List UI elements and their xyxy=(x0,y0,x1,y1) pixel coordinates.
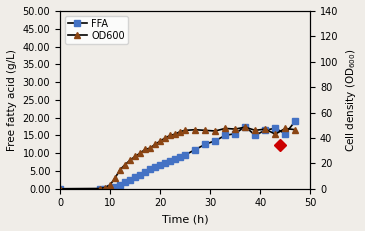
FFA xyxy=(158,163,162,166)
FFA xyxy=(263,129,268,131)
FFA xyxy=(103,187,107,190)
OD600 xyxy=(213,130,217,132)
FFA xyxy=(223,134,227,137)
OD600 xyxy=(203,129,207,132)
OD600 xyxy=(108,184,112,186)
FFA xyxy=(108,187,112,189)
FFA xyxy=(178,155,182,158)
OD600 xyxy=(183,129,187,132)
OD600 xyxy=(273,133,277,136)
FFA xyxy=(148,168,152,171)
FFA xyxy=(133,176,137,179)
OD600 xyxy=(118,168,122,171)
FFA xyxy=(173,157,177,160)
FFA xyxy=(58,187,62,190)
OD600 xyxy=(58,187,62,190)
FFA xyxy=(163,162,167,164)
Y-axis label: Cell density (OD$_{600}$): Cell density (OD$_{600}$) xyxy=(344,48,358,152)
FFA xyxy=(283,132,287,135)
FFA xyxy=(138,173,142,176)
OD600 xyxy=(98,187,102,190)
FFA xyxy=(273,127,277,130)
OD600 xyxy=(113,176,117,179)
OD600 xyxy=(253,129,257,132)
FFA xyxy=(183,154,187,156)
OD600 xyxy=(103,186,107,189)
OD600 xyxy=(193,128,197,131)
OD600 xyxy=(233,128,237,131)
Y-axis label: Free fatty acid (g/L): Free fatty acid (g/L) xyxy=(7,49,17,151)
OD600 xyxy=(128,159,132,161)
OD600 xyxy=(293,128,297,131)
FFA xyxy=(153,165,157,168)
OD600 xyxy=(173,133,177,136)
FFA xyxy=(253,134,257,137)
OD600 xyxy=(138,152,142,155)
X-axis label: Time (h): Time (h) xyxy=(162,214,208,224)
FFA xyxy=(193,148,197,151)
OD600 xyxy=(133,155,137,158)
OD600 xyxy=(148,147,152,149)
Legend: FFA, OD600: FFA, OD600 xyxy=(65,16,128,44)
FFA xyxy=(203,143,207,146)
OD600 xyxy=(178,130,182,133)
FFA xyxy=(293,120,297,123)
FFA xyxy=(213,139,217,142)
OD600 xyxy=(153,143,157,146)
FFA xyxy=(233,132,237,135)
OD600 xyxy=(263,128,268,131)
OD600 xyxy=(243,126,247,129)
OD600 xyxy=(158,140,162,143)
OD600 xyxy=(143,148,147,151)
OD600 xyxy=(168,134,172,137)
FFA xyxy=(98,187,102,190)
FFA xyxy=(243,125,247,128)
Line: OD600: OD600 xyxy=(57,124,299,192)
OD600 xyxy=(283,127,287,130)
FFA xyxy=(128,179,132,181)
FFA xyxy=(123,181,127,184)
OD600 xyxy=(223,127,227,130)
FFA xyxy=(113,186,117,188)
OD600 xyxy=(123,163,127,166)
Line: FFA: FFA xyxy=(57,118,299,192)
FFA xyxy=(143,170,147,173)
OD600 xyxy=(163,137,167,139)
FFA xyxy=(168,160,172,162)
FFA xyxy=(118,184,122,187)
